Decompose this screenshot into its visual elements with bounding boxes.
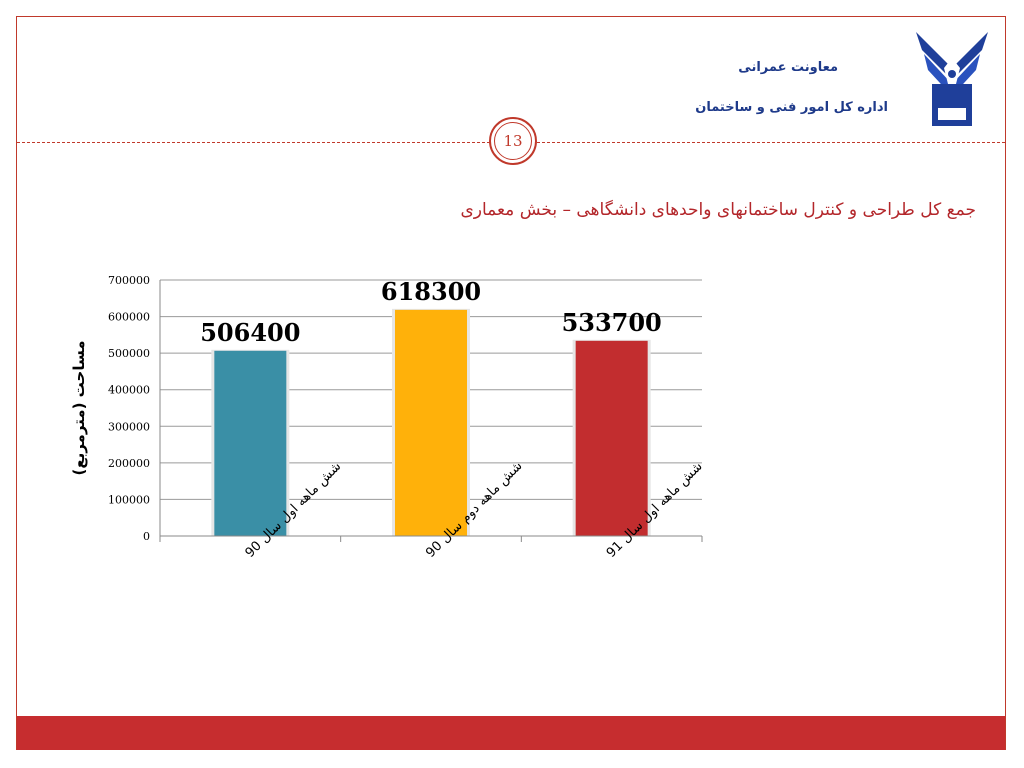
y-tick-label: 0 bbox=[143, 530, 150, 543]
department-name: معاونت عمرانی bbox=[738, 60, 838, 75]
y-tick-label: 700000 bbox=[108, 274, 150, 287]
y-tick-label: 400000 bbox=[108, 384, 150, 397]
bar bbox=[214, 350, 287, 536]
y-tick-label: 100000 bbox=[108, 493, 150, 506]
data-label: 618300 bbox=[381, 277, 481, 306]
y-tick-label: 200000 bbox=[108, 457, 150, 470]
office-name: اداره کل امور فنی و ساختمان bbox=[695, 100, 888, 115]
bar-chart: 0 100000 200000 300000 400000 500000 600000 700… bbox=[70, 274, 706, 561]
page-number-badge: 13 bbox=[489, 117, 537, 165]
page-number: 13 bbox=[494, 122, 532, 160]
y-tick-label: 600000 bbox=[108, 311, 150, 324]
y-tick-label: 500000 bbox=[108, 347, 150, 360]
y-axis-title: مساحت (مترمربع) bbox=[70, 340, 88, 475]
data-label: 533700 bbox=[562, 308, 662, 337]
university-logo-icon bbox=[912, 28, 992, 130]
bar bbox=[575, 340, 648, 536]
data-label: 506400 bbox=[200, 318, 300, 347]
bar bbox=[395, 309, 467, 536]
chart-title: جمع کل طراحی و کنترل ساختمانهای واحدهای … bbox=[460, 200, 976, 220]
y-tick-label: 300000 bbox=[108, 420, 150, 433]
footer-bar bbox=[17, 716, 1005, 750]
